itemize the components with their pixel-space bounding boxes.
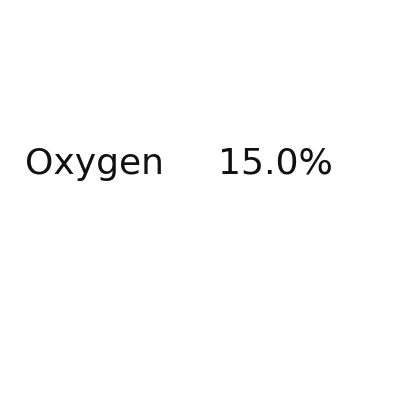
- Text: Oxygen: Oxygen: [25, 147, 164, 181]
- Text: 15.0%: 15.0%: [218, 147, 333, 181]
- Text: 30% LEL: 30% LEL: [218, 38, 373, 71]
- Text: Hexane: Hexane: [25, 38, 162, 71]
